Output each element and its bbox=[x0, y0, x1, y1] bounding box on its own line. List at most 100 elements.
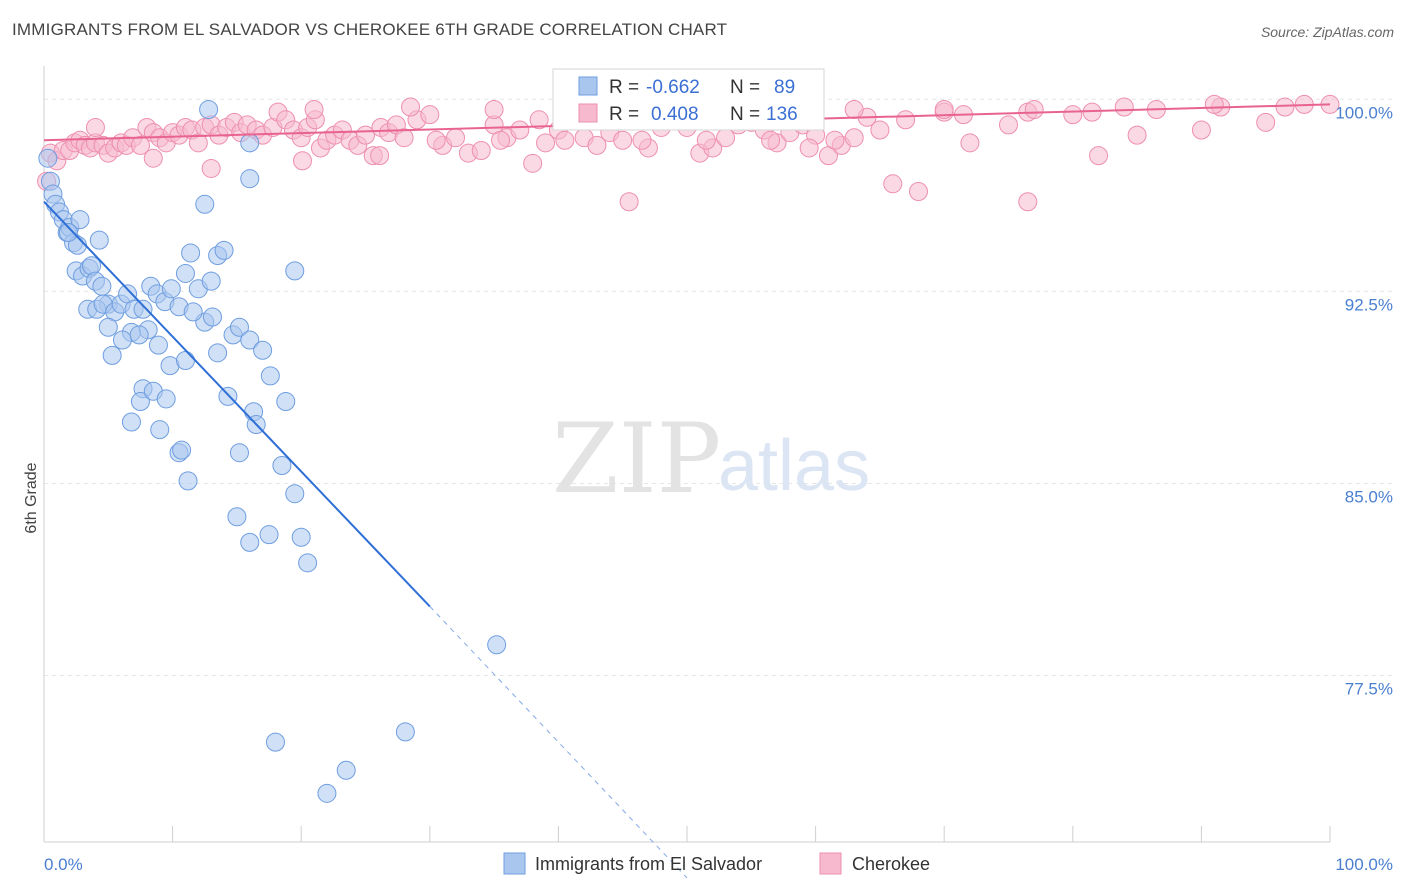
cherokee-point bbox=[394, 128, 414, 148]
cherokee-point bbox=[844, 128, 864, 148]
el-salvador-point bbox=[102, 345, 122, 365]
el-salvador-point bbox=[175, 263, 195, 283]
cherokee-point bbox=[896, 110, 916, 130]
cherokee-point bbox=[370, 146, 390, 166]
el-salvador-point bbox=[240, 169, 260, 189]
cherokee-point bbox=[1114, 97, 1134, 117]
legend-swatch-pink bbox=[578, 103, 598, 123]
series-legend-label-pink: Cherokee bbox=[852, 854, 930, 874]
legend-n-label-2: N = bbox=[730, 104, 760, 125]
cherokee-point bbox=[1127, 125, 1147, 145]
cherokee-point bbox=[529, 110, 549, 130]
el-salvador-point bbox=[112, 330, 132, 350]
cherokee-point bbox=[619, 192, 639, 212]
el-salvador-points bbox=[38, 100, 507, 803]
cherokee-point bbox=[292, 151, 312, 171]
el-salvador-point bbox=[129, 325, 149, 345]
watermark-atlas: atlas bbox=[718, 426, 870, 506]
el-salvador-point bbox=[285, 484, 305, 504]
el-salvador-point bbox=[38, 148, 58, 168]
series-legend-swatch-pink bbox=[819, 852, 842, 875]
el-salvador-point bbox=[195, 194, 215, 214]
cherokee-point bbox=[1256, 112, 1276, 132]
el-salvador-point bbox=[161, 279, 181, 299]
cherokee-point bbox=[960, 133, 980, 153]
y-tick-label: 77.5% bbox=[1345, 680, 1393, 699]
el-salvador-point bbox=[336, 760, 356, 780]
legend-swatch-blue bbox=[578, 76, 598, 96]
y-tick-label: 85.0% bbox=[1345, 487, 1393, 506]
cherokee-point bbox=[825, 130, 845, 150]
cherokee-point bbox=[484, 100, 504, 120]
legend-n-label-1: N = bbox=[730, 77, 760, 98]
el-salvador-point bbox=[148, 335, 168, 355]
series-legend-label-blue: Immigrants from El Salvador bbox=[535, 854, 762, 874]
el-salvador-point bbox=[298, 553, 318, 573]
cherokee-point bbox=[613, 130, 633, 150]
el-salvador-point bbox=[199, 100, 219, 120]
x-tick-min: 0.0% bbox=[44, 855, 83, 874]
cherokee-point bbox=[883, 174, 903, 194]
cherokee-point bbox=[304, 100, 324, 120]
el-salvador-point bbox=[98, 317, 118, 337]
el-salvador-point bbox=[229, 443, 249, 463]
legend-r-label-1: R = bbox=[609, 77, 639, 98]
cherokee-point bbox=[143, 148, 163, 168]
cherokee-point bbox=[632, 130, 652, 150]
el-salvador-point bbox=[181, 243, 201, 263]
cherokee-point bbox=[555, 130, 575, 150]
el-salvador-point bbox=[272, 456, 292, 476]
cherokee-point bbox=[471, 141, 491, 161]
cherokee-point bbox=[510, 120, 530, 140]
cherokee-point bbox=[761, 130, 781, 150]
el-salvador-point bbox=[92, 276, 112, 296]
series-legend-swatch-blue bbox=[503, 852, 526, 875]
el-salvador-point bbox=[487, 635, 507, 655]
cherokee-point bbox=[1063, 105, 1083, 125]
el-salvador-point bbox=[265, 732, 285, 752]
el-salvador-point bbox=[395, 722, 415, 742]
el-salvador-point bbox=[121, 412, 141, 432]
el-salvador-point bbox=[276, 391, 296, 411]
el-salvador-point bbox=[172, 440, 192, 460]
cherokee-point bbox=[799, 138, 819, 158]
cherokee-point bbox=[401, 97, 421, 117]
cherokee-point bbox=[426, 130, 446, 150]
cherokee-point bbox=[587, 135, 607, 155]
cherokee-point bbox=[85, 117, 105, 137]
el-salvador-point bbox=[240, 532, 260, 552]
el-salvador-point bbox=[229, 317, 249, 337]
y-tick-label: 100.0% bbox=[1335, 103, 1393, 122]
el-salvador-point bbox=[291, 527, 311, 547]
cherokee-point bbox=[536, 133, 556, 153]
el-salvador-point bbox=[240, 133, 260, 153]
cherokee-point bbox=[491, 130, 511, 150]
y-tick-label: 92.5% bbox=[1345, 295, 1393, 314]
el-salvador-point bbox=[259, 525, 279, 545]
cherokee-point bbox=[696, 130, 716, 150]
el-salvador-point bbox=[178, 471, 198, 491]
cherokee-point bbox=[1191, 120, 1211, 140]
chart-title: IMMIGRANTS FROM EL SALVADOR VS CHEROKEE … bbox=[12, 20, 728, 39]
cherokee-point bbox=[908, 181, 928, 201]
el-salvador-point bbox=[214, 240, 234, 260]
series-legend: Immigrants from El Salvador Cherokee bbox=[503, 852, 930, 875]
el-salvador-point bbox=[227, 507, 247, 527]
legend-r-value-1: -0.662 bbox=[646, 77, 700, 98]
legend-r-label-2: R = bbox=[609, 104, 639, 125]
stats-legend: R = -0.662 N = 89 R = 0.408 N = 136 bbox=[552, 68, 825, 131]
watermark: ZIP atlas bbox=[552, 403, 870, 515]
cherokee-point bbox=[446, 128, 466, 148]
el-salvador-point bbox=[58, 222, 78, 242]
cherokee-point bbox=[523, 153, 543, 173]
el-salvador-trend-extension bbox=[429, 606, 688, 879]
el-salvador-point bbox=[260, 366, 280, 386]
el-salvador-point bbox=[253, 340, 273, 360]
legend-n-value-1: 89 bbox=[774, 77, 795, 98]
y-axis-label: 6th Grade bbox=[23, 462, 40, 533]
el-salvador-point bbox=[183, 302, 203, 322]
cherokee-point bbox=[1024, 100, 1044, 120]
el-salvador-point bbox=[133, 299, 153, 319]
el-salvador-point bbox=[240, 330, 260, 350]
el-salvador-point bbox=[130, 391, 150, 411]
